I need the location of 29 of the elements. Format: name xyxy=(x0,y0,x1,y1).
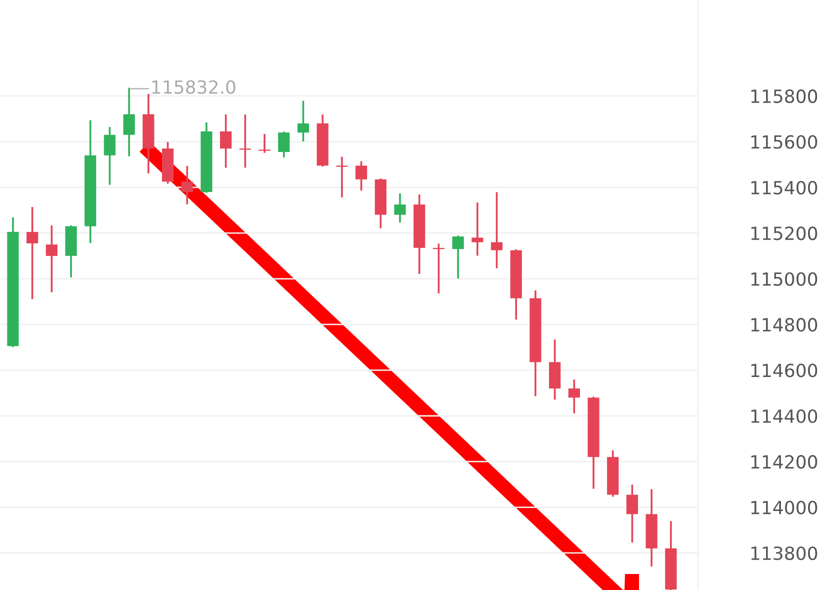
y-tick-label: 114800 xyxy=(751,318,818,332)
candlestick xyxy=(181,166,193,204)
candlestick xyxy=(278,132,290,158)
y-tick-label: 115800 xyxy=(751,89,818,104)
candlestick xyxy=(123,88,135,156)
candlestick xyxy=(490,192,503,268)
y-tick-label: 114200 xyxy=(751,455,818,469)
y-tick-label: 115400 xyxy=(751,180,818,194)
candlestick xyxy=(355,161,368,191)
candlestick xyxy=(46,225,58,292)
candlestick xyxy=(452,236,464,279)
y-tick-label: 114600 xyxy=(751,364,818,378)
annotation: 115832.0 xyxy=(152,80,236,94)
y-tick-label: 115200 xyxy=(751,226,818,240)
candlestick xyxy=(297,100,310,142)
y-tick-label: 115600 xyxy=(751,135,818,149)
y-tick-label: 114000 xyxy=(751,500,818,514)
y-tick-label: 114400 xyxy=(751,409,818,423)
candlestick xyxy=(394,193,406,223)
candlestick xyxy=(104,127,116,185)
y-tick-label: 113800 xyxy=(751,546,818,560)
candlestick xyxy=(258,134,270,153)
candlestick xyxy=(336,156,348,198)
candlestick xyxy=(220,114,232,168)
candlestick xyxy=(568,380,580,414)
candlestick xyxy=(626,484,638,542)
candlestick xyxy=(472,202,484,256)
candlestick xyxy=(26,207,38,300)
y-tick-label: 115000 xyxy=(751,272,818,286)
